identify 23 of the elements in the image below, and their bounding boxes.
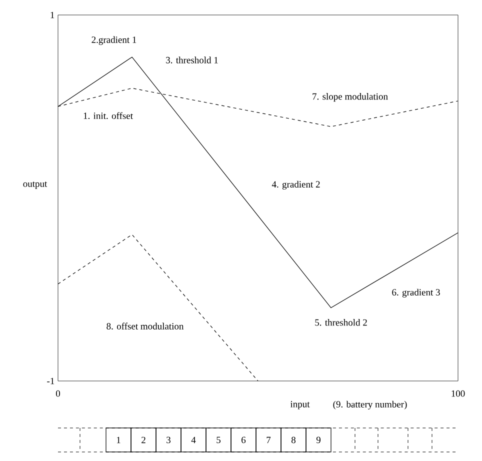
text: (9. battery number) <box>333 400 407 410</box>
y-axis-title: output <box>23 181 48 189</box>
text: 6 <box>242 436 246 444</box>
text: 9 <box>316 436 320 444</box>
text: 5 <box>216 436 221 444</box>
text: 4 <box>191 436 196 444</box>
annotation: 6. gradient 3 <box>392 288 440 298</box>
y-tick-label: -1 <box>47 378 54 384</box>
annotation: 7. slope modulation <box>312 93 388 102</box>
text: 2 <box>142 436 146 444</box>
text: 3 <box>166 436 171 444</box>
annotation: 3. threshold 1 <box>166 56 218 64</box>
x-tick-label: 100 <box>452 390 465 397</box>
text: 7 <box>266 436 271 444</box>
text: 1 <box>116 436 120 444</box>
text: 8 <box>291 436 296 444</box>
x-axis-title: input <box>290 400 310 410</box>
annotation: 2.gradient 1 <box>92 36 136 45</box>
x-tick-label: 0 <box>56 390 60 397</box>
annotation: 8. offset modulation <box>106 322 184 330</box>
annotation: 4. gradient 2 <box>272 180 320 190</box>
annotation: 5. threshold 2 <box>315 319 367 326</box>
annotation: 1. init. offset <box>84 112 133 120</box>
